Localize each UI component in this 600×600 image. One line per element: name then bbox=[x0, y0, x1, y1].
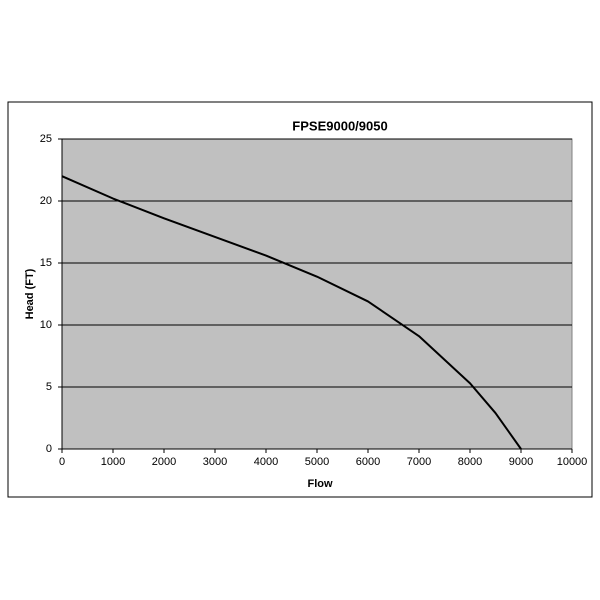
chart-title: FPSE9000/9050 bbox=[292, 118, 387, 133]
x-tick-label: 2000 bbox=[152, 456, 176, 468]
y-tick-label: 25 bbox=[40, 133, 52, 145]
y-tick-label: 15 bbox=[40, 257, 52, 269]
x-tick-label: 0 bbox=[59, 456, 65, 468]
x-tick-label: 5000 bbox=[305, 456, 329, 468]
x-axis-label: Flow bbox=[307, 478, 332, 490]
y-tick-label: 10 bbox=[40, 319, 52, 331]
x-tick-label: 6000 bbox=[356, 456, 380, 468]
x-tick-label: 4000 bbox=[254, 456, 278, 468]
x-tick-label: 1000 bbox=[101, 456, 125, 468]
y-tick-label: 20 bbox=[40, 195, 52, 207]
x-tick-label: 8000 bbox=[458, 456, 482, 468]
y-tick-label: 5 bbox=[46, 381, 52, 393]
x-tick-label: 3000 bbox=[203, 456, 227, 468]
data-line bbox=[61, 175, 522, 450]
plot-area bbox=[61, 138, 573, 450]
x-tick-label: 9000 bbox=[509, 456, 533, 468]
y-axis-label: Head (FT) bbox=[24, 268, 36, 319]
y-tick-label: 0 bbox=[46, 443, 52, 455]
x-tick-label: 10000 bbox=[557, 456, 588, 468]
x-tick-label: 7000 bbox=[407, 456, 431, 468]
